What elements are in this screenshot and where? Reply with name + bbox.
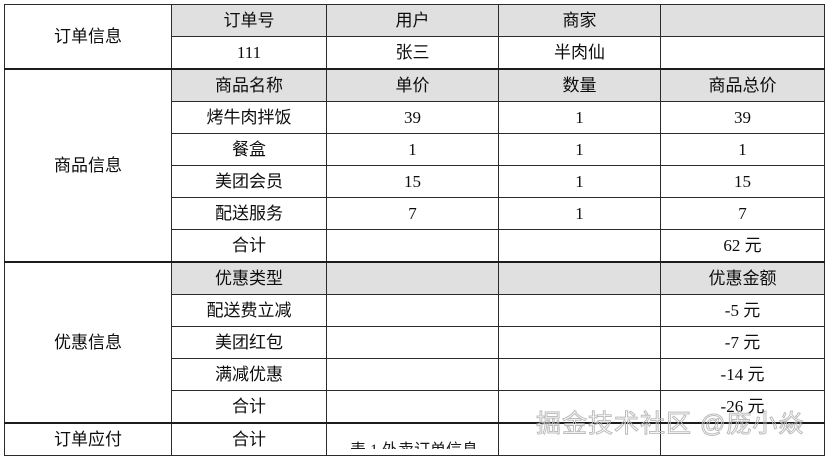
table-cell: 配送费立减 [171,294,327,327]
table-cell [326,326,499,359]
section-label-goods-info-header: 商品信息 [4,68,172,263]
table-cell: 满减优惠 [171,358,327,391]
table-cell: -7 元 [660,326,825,359]
table-cell [326,358,499,391]
column-header-cell: 优惠类型 [171,261,327,295]
table-cell: 1 [498,101,661,134]
order-detail-table-body: 订单信息 订单号 用户 商家 111 张三 半肉仙 商品信息 商品名称 单价 数量 商品总价 烤牛肉拌饭… [4,4,825,456]
order-detail-table: 订单信息 订单号 用户 商家 111 张三 半肉仙 商品信息 商品名称 单价 数量 商品总价 烤牛肉拌饭… [4,4,825,456]
figure-caption: 表 1 外卖订单信息 [0,436,828,449]
table-cell: 烤牛肉拌饭 [171,101,327,134]
column-header-cell [498,261,661,295]
table-row: 满减优惠 -14 元 [5,358,825,391]
column-header-cell: 用户 [326,4,499,37]
table-cell: -26 元 [660,390,825,424]
table-cell: 62 元 [660,229,825,263]
table-cell: 半肉仙 [498,36,661,70]
table-cell [498,390,661,424]
page-root: 订单信息 订单号 用户 商家 111 张三 半肉仙 商品信息 商品名称 单价 数量 商品总价 烤牛肉拌饭… [0,4,828,456]
table-row: 合计 -26 元 [5,390,825,424]
table-cell: 配送服务 [171,197,327,230]
table-cell [660,36,825,70]
column-header-cell: 商品总价 [660,68,825,102]
table-cell [498,358,661,391]
column-header-cell: 商家 [498,4,661,37]
table-cell: 合计 [171,229,327,263]
table-cell: 合计 [171,390,327,424]
table-cell: 111 [171,36,327,70]
column-header-cell: 数量 [498,68,661,102]
table-cell [326,229,499,263]
table-cell: 美团会员 [171,165,327,198]
column-header-cell: 单价 [326,68,499,102]
table-cell: 1 [498,165,661,198]
table-cell: -5 元 [660,294,825,327]
table-cell: -14 元 [660,358,825,391]
table-cell [498,229,661,263]
table-row: 餐盒 1 1 1 [5,133,825,166]
column-header-cell: 优惠金额 [660,261,825,295]
table-row: 配送服务 7 1 7 [5,197,825,230]
table-cell: 7 [326,197,499,230]
section-label-discount-info-header: 优惠信息 [4,261,172,424]
table-row: 商品信息 商品名称 单价 数量 商品总价 [4,68,825,263]
table-cell: 39 [660,101,825,134]
table-row: 优惠信息 优惠类型 优惠金额 [4,261,825,424]
table-cell: 15 [660,165,825,198]
table-cell: 7 [660,197,825,230]
table-cell: 张三 [326,36,499,70]
table-cell: 1 [498,197,661,230]
table-row: 美团会员 15 1 15 [5,165,825,198]
table-row: 配送费立减 -5 元 [5,294,825,327]
table-row: 烤牛肉拌饭 39 1 39 [5,101,825,134]
table-cell: 1 [326,133,499,166]
table-row: 订单信息 订单号 用户 商家 [4,4,825,70]
table-cell [498,294,661,327]
table-cell [326,294,499,327]
table-cell: 1 [660,133,825,166]
column-header-cell: 订单号 [171,4,327,37]
column-header-cell [326,261,499,295]
table-cell [498,326,661,359]
table-cell: 15 [326,165,499,198]
table-cell: 餐盒 [171,133,327,166]
table-cell [326,390,499,424]
table-row: 美团红包 -7 元 [5,326,825,359]
table-cell: 1 [498,133,661,166]
column-header-cell: 商品名称 [171,68,327,102]
table-row: 111 张三 半肉仙 [5,36,825,70]
table-cell: 美团红包 [171,326,327,359]
column-header-cell [660,4,825,37]
section-label-order-info-header: 订单信息 [4,4,172,70]
table-cell: 39 [326,101,499,134]
